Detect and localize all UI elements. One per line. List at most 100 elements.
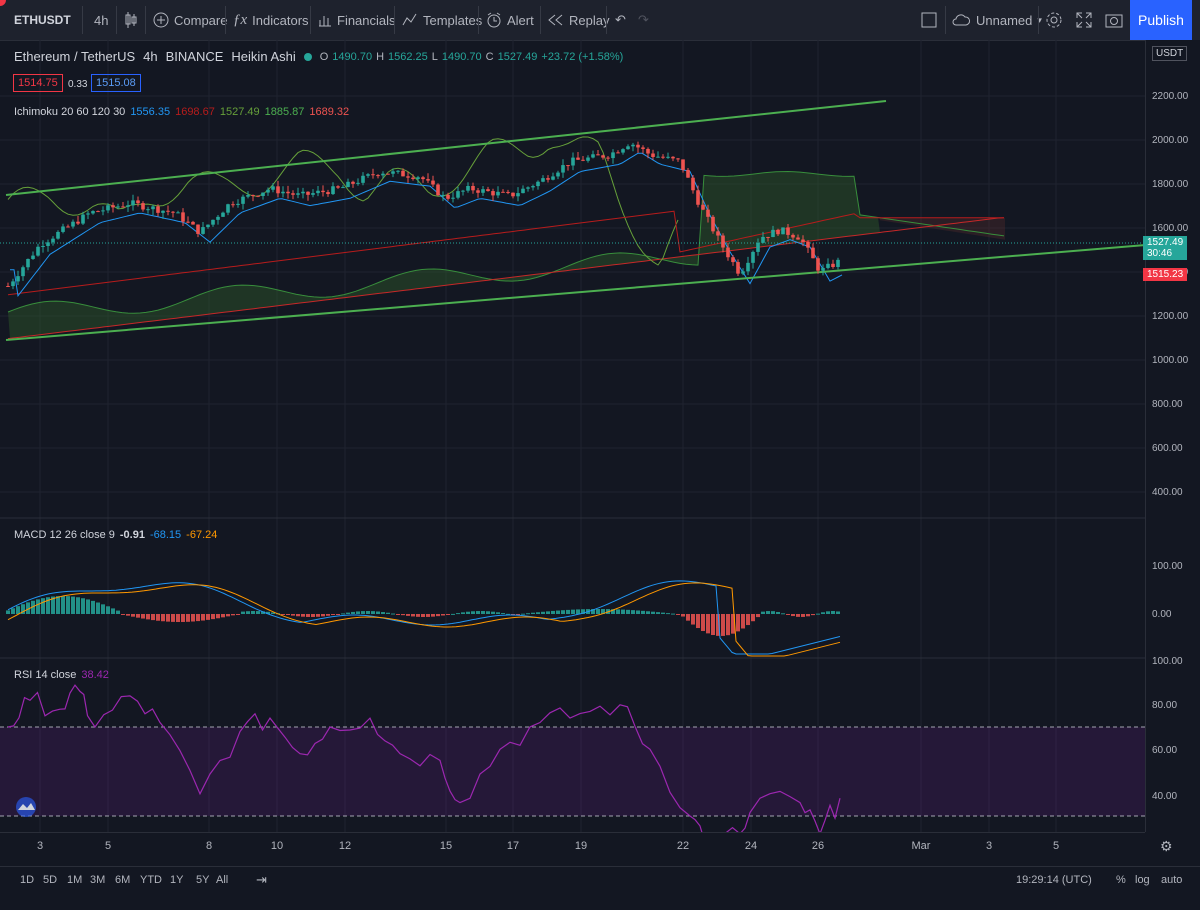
- candle-body: [216, 216, 220, 220]
- legend-exchange: BINANCE: [165, 49, 224, 64]
- templates-button[interactable]: Templates: [402, 0, 482, 40]
- candle-body: [616, 152, 620, 154]
- macd-histogram-bar: [401, 614, 405, 616]
- rsi-legend[interactable]: RSI 14 close 38.42: [14, 669, 109, 681]
- chart-type-button[interactable]: [124, 0, 138, 40]
- macd-histogram-bar: [466, 611, 470, 614]
- candle-body: [771, 229, 775, 238]
- sell-price-button[interactable]: 1514.75: [13, 74, 63, 92]
- macd-histogram-bar: [421, 614, 425, 617]
- macd-histogram-bar: [321, 614, 325, 617]
- publish-button[interactable]: Publish: [1130, 0, 1192, 40]
- candle-body: [246, 195, 250, 197]
- replay-button[interactable]: Replay: [548, 0, 609, 40]
- candle-body: [431, 180, 435, 185]
- undo-button[interactable]: ↶: [615, 0, 626, 40]
- chikou-span-line: [7, 136, 679, 266]
- price-chart-canvas[interactable]: [0, 40, 1145, 832]
- macd-histogram-bar: [431, 614, 435, 617]
- currency-button[interactable]: USDT: [1152, 46, 1188, 61]
- range-button-6m[interactable]: 6M: [115, 874, 131, 886]
- ichimoku-cloud: [8, 171, 880, 339]
- range-button-1m[interactable]: 1M: [67, 874, 83, 886]
- compare-button[interactable]: Compare: [153, 0, 227, 40]
- price-axis[interactable]: [1145, 40, 1200, 832]
- macd-histogram-bar: [311, 614, 315, 617]
- macd-histogram-bar: [661, 612, 665, 614]
- channel-upper-trendline[interactable]: [5, 100, 887, 196]
- range-button-all[interactable]: All: [216, 874, 229, 886]
- symbol-legend: Ethereum / TetherUS 4h BINANCE Heikin As…: [14, 49, 623, 64]
- candle-body: [481, 189, 485, 193]
- candle-body: [496, 191, 500, 196]
- ichimoku-legend[interactable]: Ichimoku 20 60 120 30 1556.35 1698.67 15…: [14, 106, 349, 118]
- interval-button[interactable]: 4h: [94, 0, 108, 40]
- channel-lower-trendline[interactable]: [5, 244, 1145, 341]
- macd-histogram-bar: [26, 602, 30, 614]
- macd-histogram-bar: [141, 614, 145, 619]
- range-button-1d[interactable]: 1D: [20, 874, 35, 886]
- financials-button[interactable]: Financials: [318, 0, 396, 40]
- range-button-5y[interactable]: 5Y: [196, 874, 210, 886]
- candle-body: [21, 267, 25, 277]
- redo-button[interactable]: ↷: [638, 0, 649, 40]
- candle-body: [551, 176, 555, 180]
- snapshot-button[interactable]: [1105, 0, 1123, 40]
- macd-histogram-bar: [786, 614, 790, 615]
- macd-legend[interactable]: MACD 12 26 close 9 -0.91 -68.15 -67.24: [14, 529, 217, 541]
- macd-histogram-bar: [816, 613, 820, 615]
- time-axis[interactable]: [0, 832, 1145, 867]
- candle-body: [791, 234, 795, 238]
- macd-histogram-bar: [21, 604, 25, 614]
- auto-scale-toggle[interactable]: auto: [1161, 874, 1183, 886]
- symbol-search-button[interactable]: ETHUSDT: [14, 0, 71, 40]
- layout-toggle-button[interactable]: [921, 0, 937, 40]
- indicators-label: Indicators: [252, 12, 309, 28]
- macd-histogram-bar: [76, 597, 80, 614]
- macd-histogram: [6, 596, 840, 636]
- alert-button[interactable]: Alert: [486, 0, 534, 40]
- macd-histogram-bar: [381, 612, 385, 614]
- macd-histogram-bar: [631, 610, 635, 614]
- axis-settings-gear-icon[interactable]: ⚙: [1160, 838, 1173, 854]
- macd-histogram-bar: [146, 614, 150, 620]
- macd-histogram-bar: [206, 614, 210, 620]
- settings-button[interactable]: [1045, 0, 1063, 40]
- time-tick-label: 15: [439, 840, 453, 852]
- candle-body: [641, 147, 645, 149]
- macd-histogram-bar: [696, 614, 700, 629]
- macd-histogram-bar: [571, 609, 575, 614]
- candle-body: [556, 172, 560, 177]
- time-tick-label: 17: [506, 840, 520, 852]
- macd-histogram-bar: [286, 614, 290, 615]
- macd-tick-label: 100.00: [1152, 561, 1183, 572]
- fullscreen-button[interactable]: [1076, 0, 1092, 40]
- percent-scale-toggle[interactable]: %: [1116, 874, 1126, 886]
- range-button-3m[interactable]: 3M: [90, 874, 106, 886]
- macd-histogram-bar: [16, 606, 20, 614]
- goto-date-icon[interactable]: ⇥: [256, 872, 267, 887]
- macd-histogram-bar: [191, 614, 195, 622]
- layout-name-button[interactable]: Unnamed ▾: [951, 0, 1042, 40]
- symbol-label: ETHUSDT: [14, 13, 71, 27]
- candle-body: [756, 242, 760, 252]
- macd-histogram-bar: [136, 614, 140, 618]
- macd-histogram-bar: [656, 612, 660, 614]
- macd-histogram-bar: [516, 614, 520, 616]
- macd-histogram-bar: [331, 614, 335, 616]
- camera-icon: [1105, 14, 1123, 28]
- log-scale-toggle[interactable]: log: [1135, 874, 1150, 886]
- indicators-button[interactable]: ƒx Indicators: [233, 0, 309, 40]
- candle-body: [196, 224, 200, 234]
- candle-body: [746, 262, 750, 272]
- macd-histogram-bar: [706, 614, 710, 634]
- buy-price-button[interactable]: 1515.08: [91, 74, 141, 92]
- interval-label: 4h: [94, 12, 109, 28]
- range-button-1y[interactable]: 1Y: [170, 874, 184, 886]
- macd-histogram-bar: [451, 613, 455, 615]
- utc-clock[interactable]: 19:29:14 (UTC): [1016, 874, 1092, 886]
- range-button-ytd[interactable]: YTD: [140, 874, 162, 886]
- candle-body: [226, 204, 230, 213]
- range-button-5d[interactable]: 5D: [43, 874, 58, 886]
- candle-body: [71, 221, 75, 227]
